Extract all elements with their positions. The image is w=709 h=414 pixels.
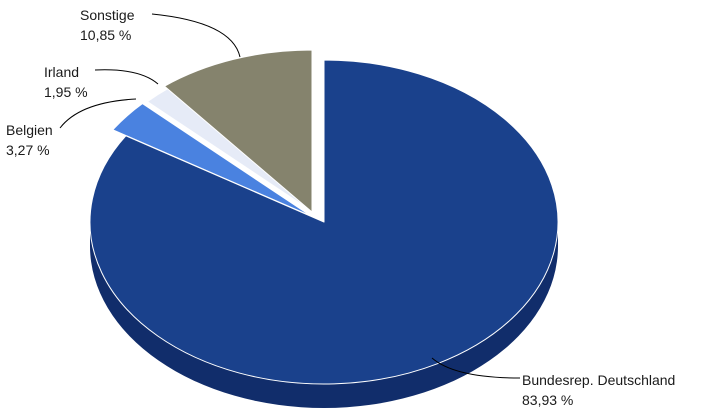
slice-label-deutschland: Bundesrep. Deutschland 83,93 %: [522, 372, 675, 408]
leader-line-sonstige: [151, 13, 241, 58]
slice-label-value: 3,27 %: [6, 142, 50, 158]
slice-label-irland: Irland 1,95 %: [44, 64, 88, 100]
slice-label-value: 10,85 %: [80, 27, 131, 43]
slice-label-name: Bundesrep. Deutschland: [522, 372, 675, 388]
slice-label-sonstige: Sonstige 10,85 %: [80, 7, 135, 43]
slice-label-value: 1,95 %: [44, 84, 88, 100]
pie-slice-bundesrep-deutschland: [89, 59, 559, 385]
leader-line-deutschland: [431, 357, 521, 379]
slice-label-name: Irland: [44, 64, 79, 80]
pie-slice-sonstige: [164, 49, 313, 213]
slice-label-name: Belgien: [6, 122, 53, 138]
slice-label-belgien: Belgien 3,27 %: [6, 122, 53, 158]
pie-slice-belgien: [112, 103, 312, 217]
leader-lines: [59, 13, 521, 379]
slice-label-value: 83,93 %: [522, 392, 573, 408]
leader-line-belgien: [59, 98, 137, 129]
pie-tops: [89, 49, 559, 385]
slice-label-name: Sonstige: [80, 7, 135, 23]
leader-line-irland: [94, 69, 159, 85]
